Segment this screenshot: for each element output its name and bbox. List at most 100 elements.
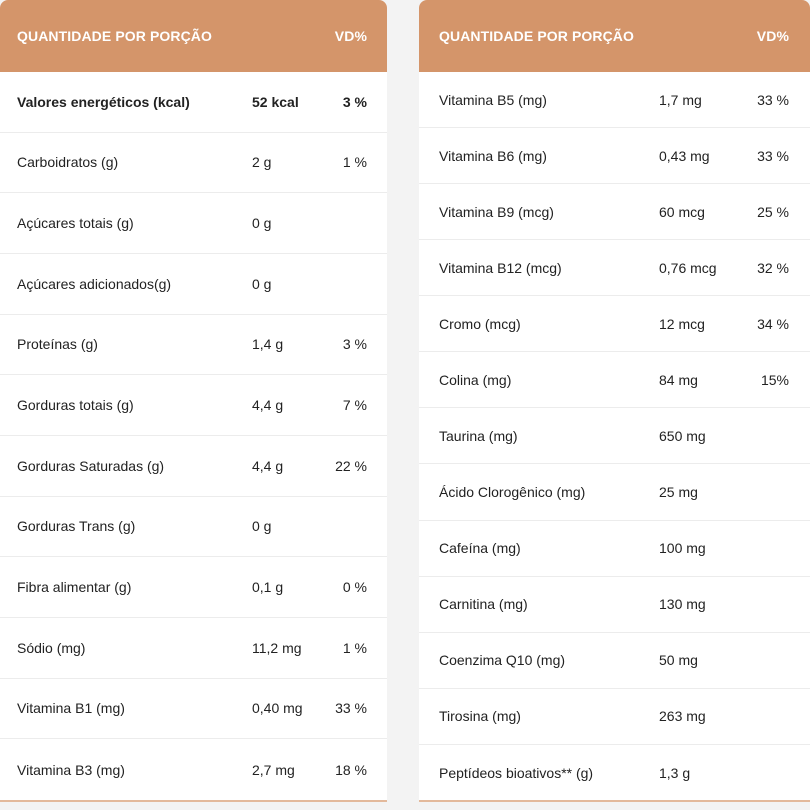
table-row: Vitamina B6 (mg) 0,43 mg 33 % <box>419 128 810 185</box>
nutrient-amount: 1,4 g <box>252 336 284 353</box>
nutrient-vd: 25 % <box>757 203 789 220</box>
nutrient-name: Taurina (mg) <box>439 427 518 444</box>
table-row: Vitamina B1 (mg) 0,40 mg 33 % <box>0 679 387 740</box>
nutrient-amount: 0,1 g <box>252 579 284 596</box>
table-row: Colina (mg) 84 mg 15% <box>419 352 810 409</box>
nutrient-amount: 2,7 mg <box>252 761 295 778</box>
table-row: Sódio (mg) 11,2 mg 1 % <box>0 618 387 679</box>
nutrient-name: Vitamina B6 (mg) <box>439 147 547 164</box>
nutrient-name: Colina (mg) <box>439 371 512 388</box>
nutrient-amount: 0,40 mg <box>252 700 303 717</box>
nutrient-amount: 0 g <box>252 215 272 232</box>
table-row: Gorduras totais (g) 4,4 g 7 % <box>0 375 387 436</box>
nutrient-amount: 25 mg <box>659 483 698 500</box>
nutrient-name: Vitamina B1 (mg) <box>17 700 125 717</box>
nutrient-name: Coenzima Q10 (mg) <box>439 652 566 669</box>
table-row: Gorduras Trans (g) 0 g <box>0 497 387 558</box>
nutrient-name: Cafeína (mg) <box>439 540 521 557</box>
nutrient-amount: 1,7 mg <box>659 91 702 108</box>
nutrient-vd: 15% <box>760 371 789 388</box>
nutrient-name: Fibra alimentar (g) <box>17 579 132 596</box>
table-row: Vitamina B12 (mcg) 0,76 mcg 32 % <box>419 240 810 297</box>
table-row: Cafeína (mg) 100 mg <box>419 521 810 577</box>
nutrient-name: Vitamina B9 (mcg) <box>439 203 554 220</box>
nutrient-amount: 84 mg <box>659 371 698 388</box>
nutrient-vd: 22 % <box>335 457 367 474</box>
nutrient-amount: 11,2 mg <box>252 639 302 656</box>
nutrition-rows-left: Valores energéticos (kcal) 52 kcal 3 % Carb… <box>0 72 387 800</box>
table-row: Carboidratos (g) 2 g 1 % <box>0 133 387 194</box>
nutrient-name: Peptídeos bioativos** (g) <box>439 764 594 781</box>
nutrient-amount: 52 kcal <box>252 93 299 110</box>
nutrient-amount: 2 g <box>252 154 272 171</box>
table-row: Ácido Clorogênico (mg) 25 mg <box>419 464 810 521</box>
table-row: Fibra alimentar (g) 0,1 g 0 % <box>0 557 387 618</box>
table-row: Cromo (mcg) 12 mcg 34 % <box>419 296 810 353</box>
nutrient-name: Gorduras totais (g) <box>17 397 134 414</box>
nutrient-name: Gorduras Saturadas (g) <box>17 457 165 474</box>
nutrient-amount: 60 mcg <box>659 203 705 220</box>
nutrient-name: Carboidratos (g) <box>17 154 119 171</box>
nutrient-vd: 18 % <box>335 761 367 778</box>
nutrient-amount: 0 g <box>252 275 272 292</box>
nutrient-name: Cromo (mcg) <box>439 315 521 332</box>
nutrient-vd: 33 % <box>757 91 789 108</box>
table-header: QUANTIDADE POR PORÇÃO VD% <box>0 0 387 72</box>
table-row: Vitamina B5 (mg) 1,7 mg 33 % <box>419 72 810 129</box>
table-row: Peptídeos bioativos** (g) 1,3 g <box>419 745 810 800</box>
nutrient-vd: 33 % <box>757 147 789 164</box>
nutrient-vd: 33 % <box>335 700 367 717</box>
nutrient-vd: 34 % <box>757 315 789 332</box>
nutrient-name: Sódio (mg) <box>17 639 86 656</box>
nutrient-amount: 4,4 g <box>252 457 284 474</box>
nutrient-name: Ácido Clorogênico (mg) <box>439 483 586 500</box>
nutrient-name: Vitamina B5 (mg) <box>439 91 547 108</box>
header-vd-label: VD% <box>334 28 367 44</box>
nutrient-name: Tirosina (mg) <box>439 708 521 725</box>
nutrient-amount: 50 mg <box>659 652 698 669</box>
nutrient-amount: 1,3 g <box>659 764 691 781</box>
nutrient-amount: 0 g <box>252 518 272 535</box>
nutrient-vd: 3 % <box>342 93 367 110</box>
table-row: Açúcares adicionados(g) 0 g <box>0 254 387 315</box>
table-row: Açúcares totais (g) 0 g <box>0 193 387 254</box>
nutrient-name: Proteínas (g) <box>17 336 98 353</box>
nutrient-vd: 3 % <box>342 336 367 353</box>
nutrient-amount: 263 mg <box>659 708 706 725</box>
nutrient-name: Vitamina B3 (mg) <box>17 761 125 778</box>
nutrient-name: Vitamina B12 (mcg) <box>439 259 562 276</box>
nutrition-table-left: QUANTIDADE POR PORÇÃO VD% Valores energé… <box>0 0 387 802</box>
table-row: Valores energéticos (kcal) 52 kcal 3 % <box>0 72 387 133</box>
nutrient-amount: 0,76 mcg <box>659 259 717 276</box>
nutrient-vd: 32 % <box>757 259 789 276</box>
nutrient-amount: 12 mcg <box>659 315 705 332</box>
table-row: Taurina (mg) 650 mg <box>419 408 810 465</box>
header-vd-label: VD% <box>756 28 789 44</box>
nutrition-rows-right: Vitamina B5 (mg) 1,7 mg 33 % Vitamina B6 (m… <box>419 72 810 800</box>
nutrient-vd: 1 % <box>342 639 367 656</box>
nutrient-name: Valores energéticos (kcal) <box>17 93 190 110</box>
nutrient-amount: 100 mg <box>659 540 706 557</box>
nutrient-name: Carnitina (mg) <box>439 596 528 613</box>
nutrition-table-right: QUANTIDADE POR PORÇÃO VD% Vitamina B5 (m… <box>419 0 810 802</box>
table-header: QUANTIDADE POR PORÇÃO VD% <box>419 0 810 72</box>
table-row: Coenzima Q10 (mg) 50 mg <box>419 633 810 689</box>
nutrient-amount: 0,43 mg <box>659 147 710 164</box>
table-row: Carnitina (mg) 130 mg <box>419 577 810 633</box>
table-row: Vitamina B3 (mg) 2,7 mg 18 % <box>0 739 387 800</box>
nutrient-vd: 7 % <box>342 397 367 414</box>
table-row: Vitamina B9 (mcg) 60 mcg 25 % <box>419 184 810 241</box>
table-row: Tirosina (mg) 263 mg <box>419 689 810 745</box>
nutrient-amount: 650 mg <box>659 427 706 444</box>
nutrient-vd: 0 % <box>342 579 367 596</box>
header-quantity-label: QUANTIDADE POR PORÇÃO <box>439 28 634 44</box>
nutrient-amount: 4,4 g <box>252 397 284 414</box>
nutrient-amount: 130 mg <box>659 596 706 613</box>
table-row: Proteínas (g) 1,4 g 3 % <box>0 315 387 376</box>
nutrient-name: Açúcares totais (g) <box>17 215 134 232</box>
nutrient-name: Gorduras Trans (g) <box>17 518 136 535</box>
table-row: Gorduras Saturadas (g) 4,4 g 22 % <box>0 436 387 497</box>
nutrient-vd: 1 % <box>342 154 367 171</box>
nutrient-name: Açúcares adicionados(g) <box>17 275 172 292</box>
header-quantity-label: QUANTIDADE POR PORÇÃO <box>17 28 212 44</box>
